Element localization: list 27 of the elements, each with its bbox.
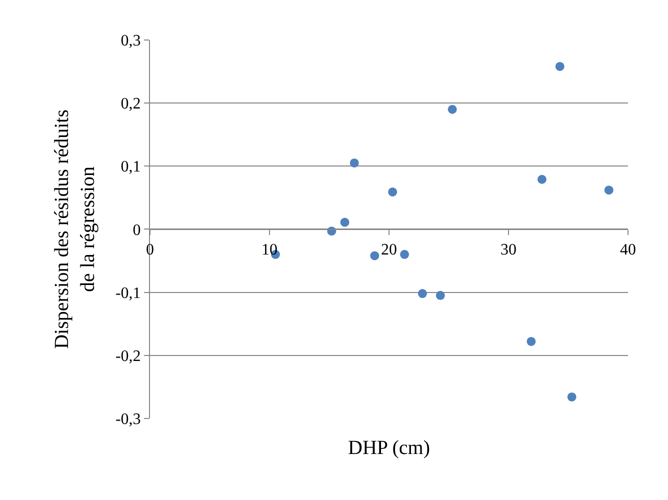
y-axis-title: Dispersion des résidus réduits de la régression	[50, 109, 99, 349]
point	[604, 186, 614, 195]
y-tick-label: -0,3	[115, 411, 141, 428]
point	[567, 392, 576, 402]
point	[350, 158, 359, 168]
y-tick-label: 0,2	[120, 96, 141, 113]
point	[448, 104, 457, 114]
point	[526, 336, 536, 346]
point	[370, 251, 380, 260]
x-tick-label: 20	[381, 241, 397, 258]
point	[400, 250, 410, 259]
x-tick-label: 0	[146, 241, 154, 258]
y-tick-label: -0,2	[115, 348, 141, 365]
y-tick-label: 0,1	[120, 158, 141, 176]
y-tick-label: 0,3	[120, 32, 141, 50]
x-tick-label: 30	[500, 241, 516, 258]
x-axis-title: DHP (cm)	[348, 437, 430, 459]
y-tick-label: 0	[132, 222, 141, 239]
y-tick-label: -0,1	[115, 284, 141, 302]
x-tick-label: 40	[620, 241, 636, 258]
point	[537, 174, 546, 184]
point	[388, 187, 398, 196]
point	[340, 218, 350, 227]
point	[418, 289, 427, 298]
point	[436, 290, 445, 300]
point	[555, 62, 564, 71]
x-tick-label: 10	[262, 241, 278, 258]
